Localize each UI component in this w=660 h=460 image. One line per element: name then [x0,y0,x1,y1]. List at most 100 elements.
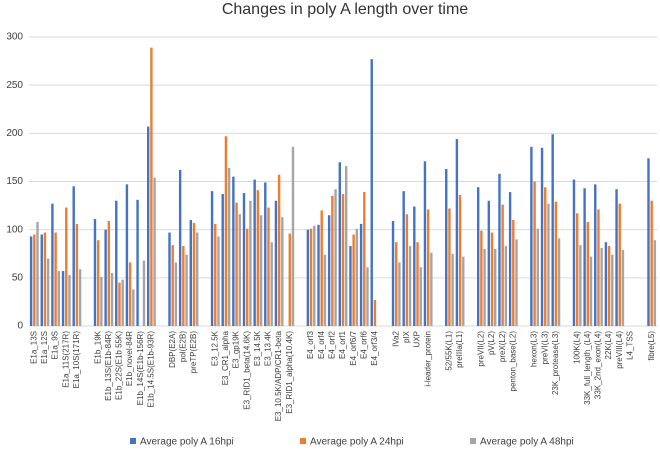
bar [536,228,539,326]
bar [174,262,178,326]
legend-swatch [470,438,476,444]
bar [611,254,614,326]
bar [533,181,536,326]
x-tick-label: 33K_2nd_exon(L4) [594,331,603,399]
bar [604,242,608,326]
x-tick-label: preIIIa(L1) [455,331,464,368]
bar [572,179,576,326]
bar [291,146,295,326]
legend-label: Average poly A 16hpi [140,437,234,448]
bar [210,191,214,326]
bar [270,242,273,326]
bar [171,245,174,326]
bar [185,254,188,326]
bar [455,139,459,326]
bar [653,240,657,326]
bar [544,187,547,326]
bar [423,161,427,326]
bar [214,223,217,326]
bar [178,169,182,326]
x-tick-label: E3_10.5K/ADP/CR1-beta [274,330,283,421]
y-tick-label: 300 [6,32,23,43]
bar [57,271,61,326]
bar [483,248,486,326]
bar [419,267,422,326]
bar [195,232,199,326]
bar [78,269,82,326]
bar [150,47,153,326]
bar [306,229,310,326]
x-tick-label: E1a_11S(217R) [61,331,70,388]
y-tick-label: 50 [12,272,24,283]
bar [494,248,497,326]
bar [100,276,103,326]
bar [264,182,267,326]
bar [416,242,419,326]
bar [370,59,373,326]
bar [451,253,454,326]
bar [597,209,600,326]
bar [402,191,405,326]
bar [121,279,124,326]
bar [448,208,451,326]
bar [373,299,377,326]
bar [583,188,586,326]
bar [345,166,348,326]
legend-swatch [130,438,136,444]
bar [349,246,352,326]
bar [405,214,409,326]
bar [579,245,582,326]
x-tick-label: pV(L2) [487,331,496,355]
x-tick-label: i-leader_protein [423,331,432,387]
bar [46,258,50,326]
bar [142,260,146,326]
bar [253,179,256,326]
x-tick-label: pIX [402,330,411,343]
bar [232,176,235,326]
bar [334,189,337,326]
bar [476,187,480,326]
bar [430,252,433,326]
bar [586,221,590,326]
x-tick-label: penton_base(L2) [508,331,517,392]
x-tick-label: 23K_protease(L3) [551,331,560,395]
bar [267,207,270,326]
bar [249,200,252,326]
bar [61,271,65,326]
bar [54,232,57,326]
bar [408,246,412,326]
bar [327,215,331,326]
bar [132,289,135,326]
bar [498,173,501,326]
bar [147,126,150,326]
x-tick-label: 52/55K(L1) [445,331,454,371]
bar [600,247,603,326]
bar [136,199,139,326]
bar [512,220,515,326]
bar [359,223,363,326]
bar [235,202,238,326]
legend-label: Average poly A 24hpi [310,437,404,448]
x-tick-label: UXP [413,331,422,347]
bar [363,192,366,326]
bar [547,203,550,326]
bar [391,220,395,326]
bar [395,242,398,326]
x-tick-label: preVII(L2) [476,331,485,367]
bar [242,193,246,326]
bar [508,192,512,326]
x-tick-label: 100K(L4) [572,331,581,364]
bar [107,220,111,326]
bar [313,225,316,326]
x-tick-label: E4_orf2 [327,330,336,359]
bar [331,195,334,326]
bar [530,146,533,326]
x-tick-label: E1b_novel-84R [125,331,134,386]
bar [168,232,171,326]
x-tick-label: E4_orf4 [317,330,326,359]
bar [238,214,241,326]
x-tick-label: E1b_14.5S(E1b-93R) [147,331,156,408]
bar [75,223,79,326]
x-tick-label: fibre(L5) [647,331,656,361]
x-tick-label: E1a_10S(171R) [72,331,81,389]
